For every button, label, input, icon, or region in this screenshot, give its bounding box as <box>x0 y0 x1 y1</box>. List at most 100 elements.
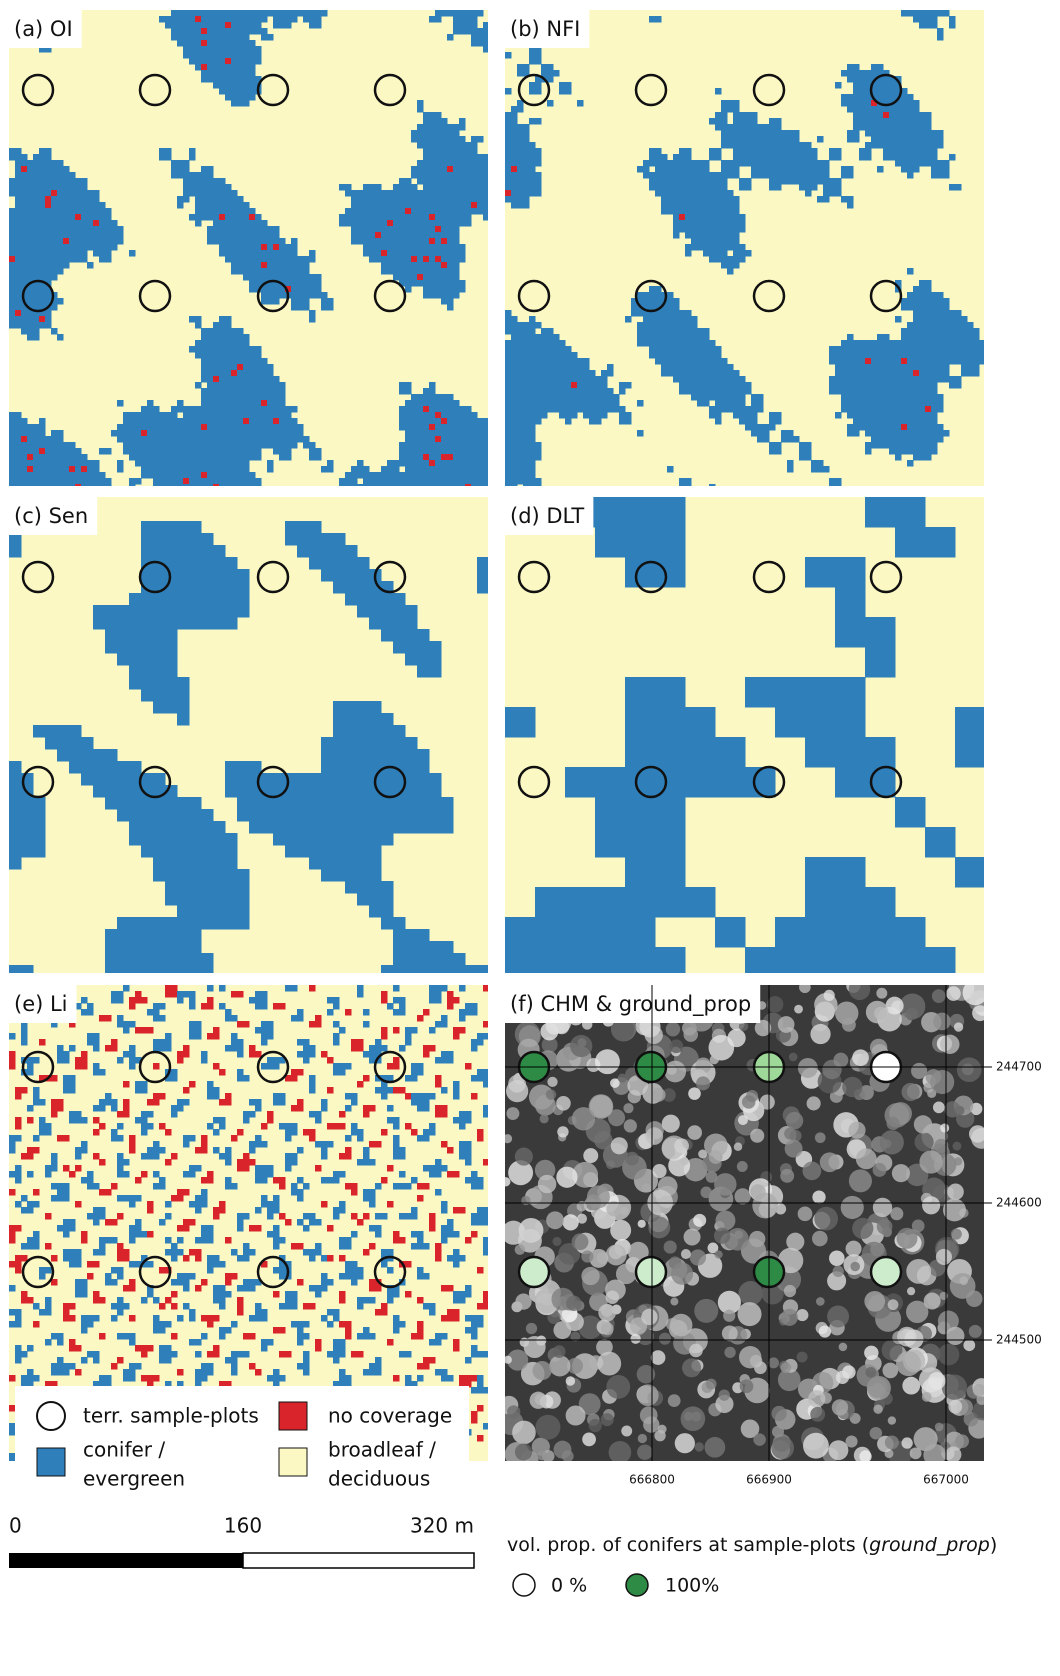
conifer-cell <box>745 412 752 419</box>
conifer-cell <box>979 352 984 359</box>
conifer-cell <box>69 202 76 209</box>
conifer-cell <box>739 418 746 425</box>
conifer-cell <box>27 298 34 305</box>
conifer-cell <box>895 118 902 125</box>
conifer-cell <box>309 16 316 23</box>
conifer-cell <box>523 322 530 329</box>
conifer-cell <box>691 214 698 221</box>
sample-plot <box>869 765 903 799</box>
conifer-cell <box>9 965 22 973</box>
conifer-cell <box>505 472 512 479</box>
conifer-cell <box>477 154 484 161</box>
conifer-cell <box>571 412 578 419</box>
conifer-cell <box>219 10 226 17</box>
conifer-cell <box>21 442 28 449</box>
conifer-cell <box>937 322 944 329</box>
conifer-cell <box>417 262 424 269</box>
conifer-cell <box>357 190 364 197</box>
conifer-cell <box>565 412 572 419</box>
conifer-cell <box>967 370 974 377</box>
conifer-cell <box>673 178 680 185</box>
conifer-cell <box>261 298 268 305</box>
conifer-cell <box>375 184 382 191</box>
conifer-cell <box>297 521 310 534</box>
conifer-cell <box>423 478 430 485</box>
conifer-cell <box>81 238 88 245</box>
conifer-cell <box>535 418 542 425</box>
conifer-cell <box>429 665 442 678</box>
conifer-cell <box>673 190 680 197</box>
conifer-cell <box>243 52 250 59</box>
conifer-cell <box>477 581 488 594</box>
conifer-cell <box>129 424 136 431</box>
conifer-cell <box>907 106 914 113</box>
conifer-cell <box>483 34 488 41</box>
conifer-cell <box>81 190 88 197</box>
conifer-cell <box>883 82 890 89</box>
conifer-cell <box>33 298 40 305</box>
conifer-cell <box>9 262 16 269</box>
conifer-cell <box>399 460 406 467</box>
conifer-cell <box>447 268 454 275</box>
conifer-cell <box>423 466 430 473</box>
conifer-cell <box>733 412 740 419</box>
conifer-cell <box>685 340 692 347</box>
conifer-cell <box>523 394 530 401</box>
conifer-cell <box>793 136 800 143</box>
conifer-cell <box>129 1051 136 1058</box>
conifer-cell <box>87 1039 94 1046</box>
conifer-cell <box>661 346 668 353</box>
conifer-cell <box>471 1009 478 1016</box>
conifer-cell <box>255 16 262 23</box>
conifer-cell <box>285 436 292 443</box>
conifer-cell <box>865 424 872 431</box>
conifer-cell <box>877 106 884 113</box>
conifer-cell <box>207 400 214 407</box>
conifer-cell <box>99 244 106 251</box>
conifer-cell <box>907 412 914 419</box>
conifer-cell <box>417 965 430 973</box>
conifer-cell <box>477 448 484 455</box>
conifer-cell <box>847 364 854 371</box>
conifer-cell <box>291 406 298 413</box>
conifer-cell <box>805 677 836 708</box>
conifer-cell <box>273 442 280 449</box>
conifer-cell <box>925 454 932 461</box>
conifer-cell <box>333 773 346 786</box>
conifer-cell <box>417 220 424 227</box>
conifer-cell <box>195 1033 202 1040</box>
no-coverage-cell <box>135 1027 142 1034</box>
conifer-cell <box>889 358 896 365</box>
conifer-cell <box>117 436 124 443</box>
conifer-cell <box>309 280 316 287</box>
conifer-cell <box>63 220 70 227</box>
conifer-cell <box>153 448 160 455</box>
conifer-cell <box>237 268 244 275</box>
conifer-cell <box>363 238 370 245</box>
conifer-cell <box>483 166 488 173</box>
conifer-cell <box>15 478 22 485</box>
conifer-cell <box>691 382 698 389</box>
conifer-cell <box>553 400 560 407</box>
conifer-cell <box>411 478 418 485</box>
conifer-cell <box>517 436 524 443</box>
no-coverage-cell <box>111 1045 118 1052</box>
conifer-cell <box>21 280 28 287</box>
conifer-cell <box>21 1033 28 1040</box>
conifer-cell <box>781 178 788 185</box>
conifer-cell <box>535 160 542 167</box>
conifer-cell <box>655 527 686 558</box>
conifer-cell <box>225 28 232 35</box>
conifer-cell <box>189 346 196 353</box>
conifer-cell <box>393 737 406 750</box>
conifer-cell <box>237 1051 244 1058</box>
conifer-cell <box>33 184 40 191</box>
conifer-cell <box>553 340 560 347</box>
conifer-cell <box>709 394 716 401</box>
conifer-cell <box>123 1021 130 1028</box>
conifer-cell <box>237 1039 244 1046</box>
conifer-cell <box>231 394 238 401</box>
conifer-cell <box>441 274 448 281</box>
conifer-cell <box>207 166 214 173</box>
conifer-cell <box>541 364 548 371</box>
